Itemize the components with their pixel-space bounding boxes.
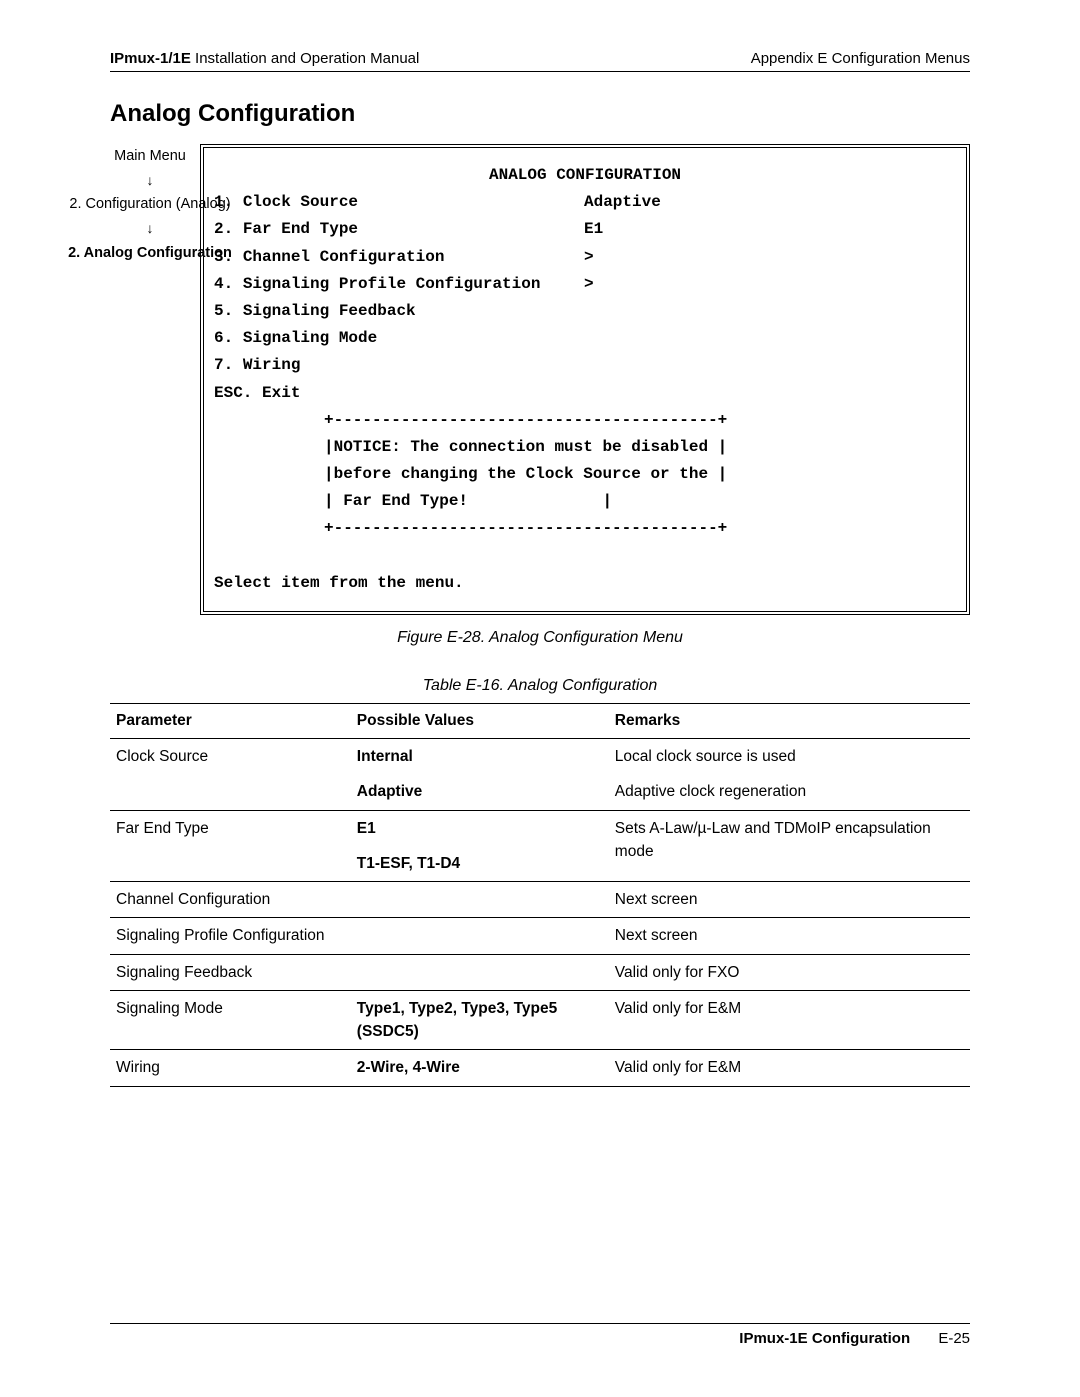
menu-num: 5. xyxy=(214,302,233,320)
menu-num: 4. xyxy=(214,275,233,293)
cell-param: Signaling Profile Configuration xyxy=(110,918,351,954)
notice-line: | Far End Type! | xyxy=(324,488,956,515)
cell-remark: Sets A-Law/µ-Law and TDMoIP encapsulatio… xyxy=(609,810,970,882)
table-row: Signaling Profile Configuration Next scr… xyxy=(110,918,970,954)
menu-value: E1 xyxy=(584,216,603,243)
cell-value: E1 xyxy=(351,810,609,846)
terminal-title: ANALOG CONFIGURATION xyxy=(214,162,956,189)
menu-num: 2. xyxy=(214,220,233,238)
table-row: Far End Type E1 Sets A-Law/µ-Law and TDM… xyxy=(110,810,970,846)
menu-item-6[interactable]: 6. Signaling Mode xyxy=(214,325,956,352)
cell-value: Internal xyxy=(351,739,609,775)
cell-remark: Local clock source is used xyxy=(609,739,970,775)
terminal-prompt: Select item from the menu. xyxy=(214,570,956,597)
menu-value: Adaptive xyxy=(584,189,661,216)
menu-item-1[interactable]: 1. Clock Source Adaptive xyxy=(214,189,956,216)
menu-esc[interactable]: ESC. Exit xyxy=(214,380,956,407)
menu-item-7[interactable]: 7. Wiring xyxy=(214,352,956,379)
menu-label: Channel Configuration xyxy=(243,248,445,266)
cell-remark: Valid only for E&M xyxy=(609,990,970,1050)
notice-box: +---------------------------------------… xyxy=(324,407,956,543)
menu-label: Signaling Profile Configuration xyxy=(243,275,541,293)
cell-value xyxy=(351,954,609,990)
menu-value: > xyxy=(584,244,594,271)
menu-label: Clock Source xyxy=(243,193,358,211)
cell-value: T1-ESF, T1-D4 xyxy=(351,846,609,882)
menu-item-5[interactable]: 5. Signaling Feedback xyxy=(214,298,956,325)
cell-remark: Adaptive clock regeneration xyxy=(609,774,970,810)
cell-value: 2-Wire, 4-Wire xyxy=(351,1050,609,1086)
table-row: Channel Configuration Next screen xyxy=(110,882,970,918)
menu-label: Far End Type xyxy=(243,220,358,238)
cell-param: Channel Configuration xyxy=(110,882,351,918)
content-row: Main Menu ↓ 2. Configuration (Analog) ↓ … xyxy=(110,144,970,615)
notice-border: +---------------------------------------… xyxy=(324,515,956,542)
menu-num: 1. xyxy=(214,193,233,211)
cell-param: Signaling Mode xyxy=(110,990,351,1050)
notice-line: |NOTICE: The connection must be disabled… xyxy=(324,434,956,461)
table-row: Signaling Feedback Valid only for FXO xyxy=(110,954,970,990)
menu-num: 3. xyxy=(214,248,233,266)
cell-remark: Next screen xyxy=(609,918,970,954)
cell-param: Wiring xyxy=(110,1050,351,1086)
menu-label: Signaling Mode xyxy=(243,329,377,347)
menu-label: Wiring xyxy=(243,356,301,374)
cell-value xyxy=(351,882,609,918)
cell-param: Far End Type xyxy=(110,810,351,882)
cell-param: Clock Source xyxy=(110,739,351,811)
table-row: Clock Source Internal Local clock source… xyxy=(110,739,970,775)
manual-title: Installation and Operation Manual xyxy=(191,50,419,67)
cell-remark: Valid only for FXO xyxy=(609,954,970,990)
terminal-screen: ANALOG CONFIGURATION 1. Clock Source Adapt… xyxy=(200,144,970,615)
cell-remark: Next screen xyxy=(609,882,970,918)
cell-value: Adaptive xyxy=(351,774,609,810)
menu-item-4[interactable]: 4. Signaling Profile Configuration > xyxy=(214,271,956,298)
page-footer: IPmux-1E Configuration E-25 xyxy=(110,1323,970,1347)
menu-label: Signaling Feedback xyxy=(243,302,416,320)
menu-num: 7. xyxy=(214,356,233,374)
menu-value: > xyxy=(584,271,594,298)
col-header-remarks: Remarks xyxy=(609,704,970,739)
header-right: Appendix E Configuration Menus xyxy=(751,50,970,67)
product-name: IPmux-1/1E xyxy=(110,50,191,67)
figure-caption: Figure E-28. Analog Configuration Menu xyxy=(110,629,970,647)
page: IPmux-1/1E Installation and Operation Ma… xyxy=(0,0,1080,1397)
menu-num: 6. xyxy=(214,329,233,347)
table-row: Wiring 2-Wire, 4-Wire Valid only for E&M xyxy=(110,1050,970,1086)
table-row: Signaling Mode Type1, Type2, Type3, Type… xyxy=(110,990,970,1050)
footer-page-number: E-25 xyxy=(938,1330,970,1347)
col-header-values: Possible Values xyxy=(351,704,609,739)
footer-title: IPmux-1E Configuration xyxy=(739,1330,910,1347)
notice-border: +---------------------------------------… xyxy=(324,407,956,434)
menu-item-3[interactable]: 3. Channel Configuration > xyxy=(214,244,956,271)
table-caption: Table E-16. Analog Configuration xyxy=(110,677,970,695)
table-header-row: Parameter Possible Values Remarks xyxy=(110,704,970,739)
table-body: Clock Source Internal Local clock source… xyxy=(110,739,970,1087)
header-left: IPmux-1/1E Installation and Operation Ma… xyxy=(110,50,419,67)
cell-param: Signaling Feedback xyxy=(110,954,351,990)
notice-line: |before changing the Clock Source or the… xyxy=(324,461,956,488)
section-title: Analog Configuration xyxy=(110,100,970,128)
page-header: IPmux-1/1E Installation and Operation Ma… xyxy=(110,50,970,72)
col-header-parameter: Parameter xyxy=(110,704,351,739)
parameter-table: Parameter Possible Values Remarks Clock … xyxy=(110,703,970,1087)
cell-remark: Valid only for E&M xyxy=(609,1050,970,1086)
cell-value: Type1, Type2, Type3, Type5 (SSDC5) xyxy=(351,990,609,1050)
menu-item-2[interactable]: 2. Far End Type E1 xyxy=(214,216,956,243)
cell-value xyxy=(351,918,609,954)
